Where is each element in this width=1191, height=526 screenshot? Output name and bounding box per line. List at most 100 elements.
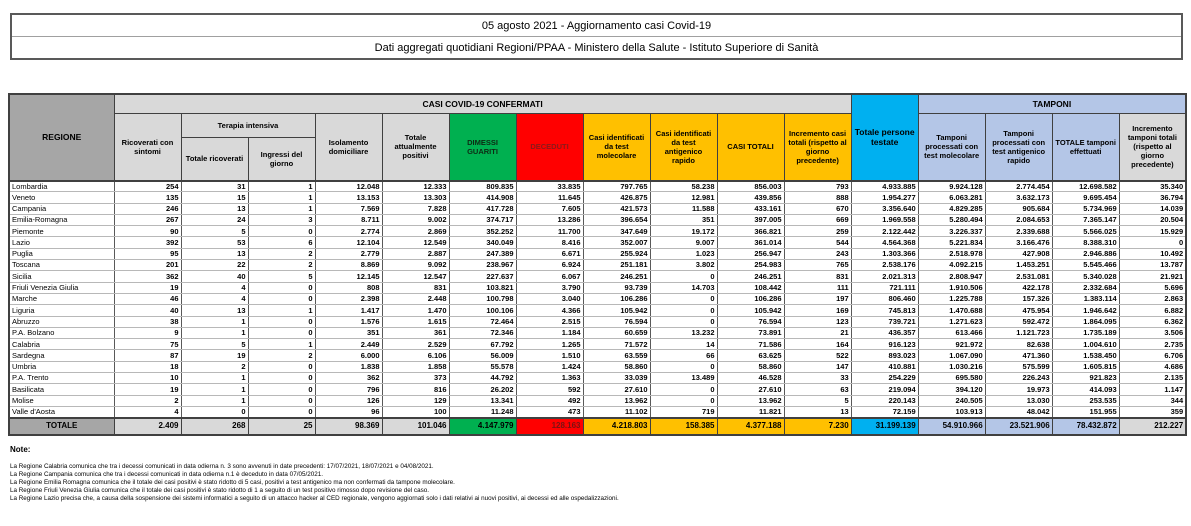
cell-region: Abruzzo <box>8 315 115 328</box>
cell-tamponi-molecolare: 240.505 <box>917 394 986 407</box>
cell-dimessi-guariti: 13.341 <box>448 394 517 407</box>
cell-casi-test-molecolare: 11.102 <box>582 405 651 419</box>
cell-tamponi-antigenico: 226.243 <box>984 372 1053 385</box>
cell-isolamento-domiciliare: 8.869 <box>314 259 383 272</box>
header-totale-tamponi: TOTALE tamponi effettuati <box>1051 113 1120 181</box>
cell-casi-totali: 433.161 <box>716 202 785 215</box>
table-row: Emilia-Romagna 267 24 3 8.711 9.002 374.717 13.… <box>8 213 1187 227</box>
cell-isolamento-domiciliare: 362 <box>314 372 383 385</box>
cell-region: Piemonte <box>8 225 115 238</box>
cell-terapia-ingressi-giorno: 0 <box>247 394 316 407</box>
cell-totale-persone-testate: 254.229 <box>850 372 919 385</box>
cell-tamponi-molecolare: 921.972 <box>917 338 986 351</box>
cell-terapia-totale-ricoverati: 1 <box>180 372 249 385</box>
cell-deceduti: 3.790 <box>515 281 584 294</box>
cell-dimessi-guariti: 100.798 <box>448 292 517 306</box>
cell-tamponi-molecolare: 3.226.337 <box>917 225 986 238</box>
cell-incremento-tamponi: 20.504 <box>1118 213 1187 227</box>
header-incremento-tamponi: Incremento tamponi totali (rispetto al g… <box>1118 113 1187 181</box>
cell-totale-persone-testate: 3.356.640 <box>850 202 919 215</box>
cell-incremento-tamponi: 6.706 <box>1118 349 1187 362</box>
cell-dimessi-guariti: 100.106 <box>448 304 517 317</box>
cell-incremento-casi-totali: 33 <box>783 372 852 385</box>
cell-isolamento-domiciliare: 2.398 <box>314 292 383 306</box>
cell-casi-totali: 4.377.188 <box>716 417 785 436</box>
cell-incremento-casi-totali: 123 <box>783 315 852 328</box>
cell-isolamento-domiciliare: 2.779 <box>314 247 383 261</box>
cell-deceduti: 1.363 <box>515 372 584 385</box>
cell-incremento-tamponi: 6.882 <box>1118 304 1187 317</box>
table-row: Calabria 75 5 1 2.449 2.529 67.792 1.265 71.572 1… <box>8 338 1187 351</box>
cell-casi-test-molecolare: 60.659 <box>582 326 651 340</box>
cell-ricoverati-con-sintomi: 267 <box>113 213 182 227</box>
cell-region: Calabria <box>8 338 115 351</box>
cell-casi-test-antigenico: 14.703 <box>649 281 718 294</box>
cell-terapia-totale-ricoverati: 19 <box>180 349 249 362</box>
cell-totale-attualmente-positivi: 6.106 <box>381 349 450 362</box>
cell-casi-test-molecolare: 352.007 <box>582 236 651 249</box>
cell-incremento-tamponi: 2.135 <box>1118 372 1187 385</box>
cell-totale-attualmente-positivi: 373 <box>381 372 450 385</box>
header-ingressi-del-giorno: Ingressi del giorno <box>247 137 316 181</box>
header-incremento-casi-totali: Incremento casi totali (rispetto al gior… <box>783 113 852 181</box>
cell-incremento-tamponi: 13.787 <box>1118 259 1187 272</box>
cell-incremento-casi-totali: 147 <box>783 360 852 374</box>
cell-region: Umbria <box>8 360 115 374</box>
cell-totale-persone-testate: 739.721 <box>850 315 919 328</box>
cell-casi-test-antigenico: 719 <box>649 405 718 419</box>
cell-casi-totali: 439.856 <box>716 191 785 204</box>
cell-tamponi-molecolare: 5.280.494 <box>917 213 986 227</box>
cell-casi-test-antigenico: 351 <box>649 213 718 227</box>
cell-dimessi-guariti: 4.147.979 <box>448 417 517 436</box>
table-row: Lombardia 254 31 1 12.048 12.333 809.835 33.835… <box>8 179 1187 193</box>
cell-ricoverati-con-sintomi: 10 <box>113 372 182 385</box>
cell-isolamento-domiciliare: 6.000 <box>314 349 383 362</box>
table-row: Piemonte 90 5 0 2.774 2.869 352.252 11.700 347.6… <box>8 225 1187 238</box>
cell-casi-test-antigenico: 9.007 <box>649 236 718 249</box>
cell-tamponi-molecolare: 2.518.978 <box>917 247 986 261</box>
cell-totale-tamponi: 1.735.189 <box>1051 326 1120 340</box>
table-row: Valle d'Aosta 4 0 0 96 100 11.248 473 11.102 719 1… <box>8 405 1187 419</box>
cell-terapia-ingressi-giorno: 1 <box>247 338 316 351</box>
cell-casi-totali: 361.014 <box>716 236 785 249</box>
cell-terapia-ingressi-giorno: 2 <box>247 259 316 272</box>
cell-ricoverati-con-sintomi: 46 <box>113 292 182 306</box>
cell-incremento-casi-totali: 21 <box>783 326 852 340</box>
cell-region: P.A. Bolzano <box>8 326 115 340</box>
notes-lines: La Regione Calabria comunica che tra i d… <box>10 463 1180 503</box>
header-tamponi-antigenico: Tamponi processati con test antigenico r… <box>984 113 1053 181</box>
cell-tamponi-antigenico: 475.954 <box>984 304 1053 317</box>
cell-dimessi-guariti: 809.835 <box>448 179 517 193</box>
cell-casi-totali: 76.594 <box>716 315 785 328</box>
cell-region: Emilia-Romagna <box>8 213 115 227</box>
cell-totale-attualmente-positivi: 1.615 <box>381 315 450 328</box>
cell-isolamento-domiciliare: 98.369 <box>314 417 383 436</box>
header-casi-totali: CASI TOTALI <box>716 113 785 181</box>
cell-dimessi-guariti: 11.248 <box>448 405 517 419</box>
cell-casi-totali: 256.947 <box>716 247 785 261</box>
cell-deceduti: 6.671 <box>515 247 584 261</box>
cell-ricoverati-con-sintomi: 19 <box>113 383 182 396</box>
cell-incremento-casi-totali: 544 <box>783 236 852 249</box>
cell-totale-persone-testate: 436.357 <box>850 326 919 340</box>
cell-terapia-totale-ricoverati: 24 <box>180 213 249 227</box>
cell-tamponi-antigenico: 3.166.476 <box>984 236 1053 249</box>
cell-totale-attualmente-positivi: 9.092 <box>381 259 450 272</box>
cell-deceduti: 4.366 <box>515 304 584 317</box>
cell-tamponi-molecolare: 4.092.215 <box>917 259 986 272</box>
cell-terapia-ingressi-giorno: 0 <box>247 292 316 306</box>
table-row: Friuli Venezia Giulia 19 4 0 808 831 103.821 3.… <box>8 281 1187 294</box>
cell-dimessi-guariti: 340.049 <box>448 236 517 249</box>
cell-tamponi-antigenico: 592.472 <box>984 315 1053 328</box>
cell-incremento-casi-totali: 111 <box>783 281 852 294</box>
cell-dimessi-guariti: 44.792 <box>448 372 517 385</box>
cell-dimessi-guariti: 414.908 <box>448 191 517 204</box>
cell-casi-totali: 397.005 <box>716 213 785 227</box>
cell-region: TOTALE <box>8 417 115 436</box>
cell-casi-totali: 108.442 <box>716 281 785 294</box>
cell-casi-totali: 58.860 <box>716 360 785 374</box>
cell-totale-persone-testate: 4.564.368 <box>850 236 919 249</box>
cell-incremento-casi-totali: 670 <box>783 202 852 215</box>
cell-totale-tamponi: 1.605.815 <box>1051 360 1120 374</box>
cell-incremento-casi-totali: 669 <box>783 213 852 227</box>
